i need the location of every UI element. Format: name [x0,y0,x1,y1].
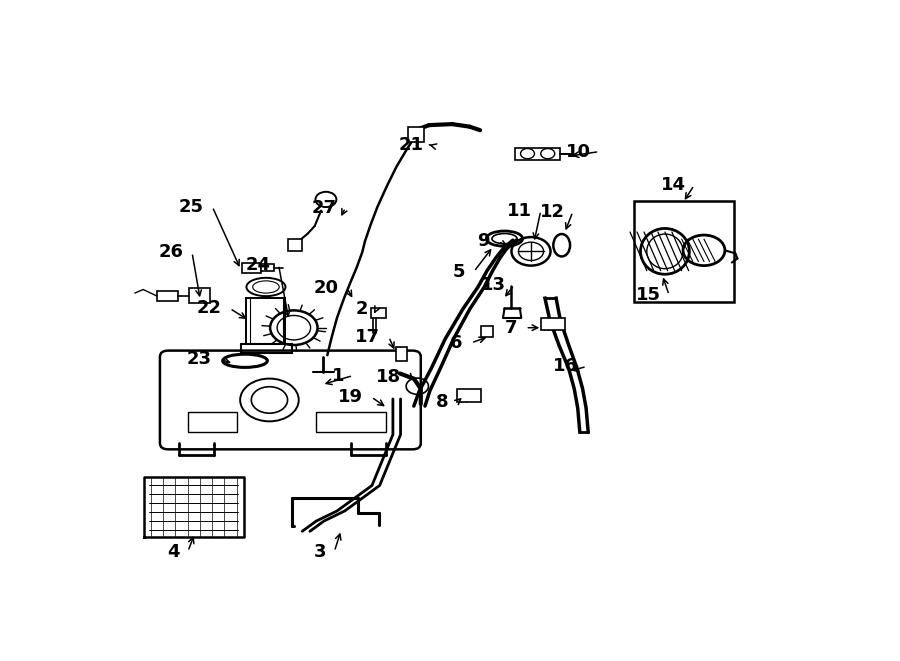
Bar [247,298,285,344]
Bar [396,346,407,361]
Text: 8: 8 [436,393,449,411]
Text: 10: 10 [566,143,591,161]
Text: 19: 19 [338,388,363,406]
Text: 14: 14 [661,176,686,194]
Bar [189,288,211,303]
Text: 5: 5 [453,262,465,281]
Text: 18: 18 [376,368,401,385]
Text: 16: 16 [554,358,579,375]
Text: 7: 7 [505,319,517,336]
Text: 21: 21 [399,136,424,155]
Text: 3: 3 [313,543,326,561]
Bar [261,264,274,271]
FancyBboxPatch shape [160,350,421,449]
Text: 15: 15 [635,286,661,304]
Text: 11: 11 [508,202,533,219]
Bar [409,127,424,142]
Text: 9: 9 [477,232,490,250]
Text: 26: 26 [158,243,184,261]
Bar [316,412,386,432]
Ellipse shape [247,278,285,296]
Text: 20: 20 [313,279,338,297]
Text: 12: 12 [539,203,564,221]
Bar [634,202,734,302]
Bar [515,147,561,160]
Text: 4: 4 [167,543,179,561]
Bar [158,291,178,301]
Text: 6: 6 [450,334,463,352]
Text: 22: 22 [196,299,221,317]
Bar [241,262,261,273]
Text: 2: 2 [356,300,368,319]
Bar [371,308,386,317]
Text: 25: 25 [179,198,204,215]
Bar [481,326,493,337]
Bar [541,317,565,330]
Ellipse shape [253,281,279,293]
Bar [457,389,481,402]
Text: 1: 1 [332,367,345,385]
Bar [188,412,237,432]
Text: 24: 24 [245,256,270,274]
Text: 23: 23 [186,350,211,368]
Text: 13: 13 [481,276,506,294]
Text: 17: 17 [356,328,381,346]
Text: 27: 27 [312,198,338,217]
Bar [288,239,302,251]
